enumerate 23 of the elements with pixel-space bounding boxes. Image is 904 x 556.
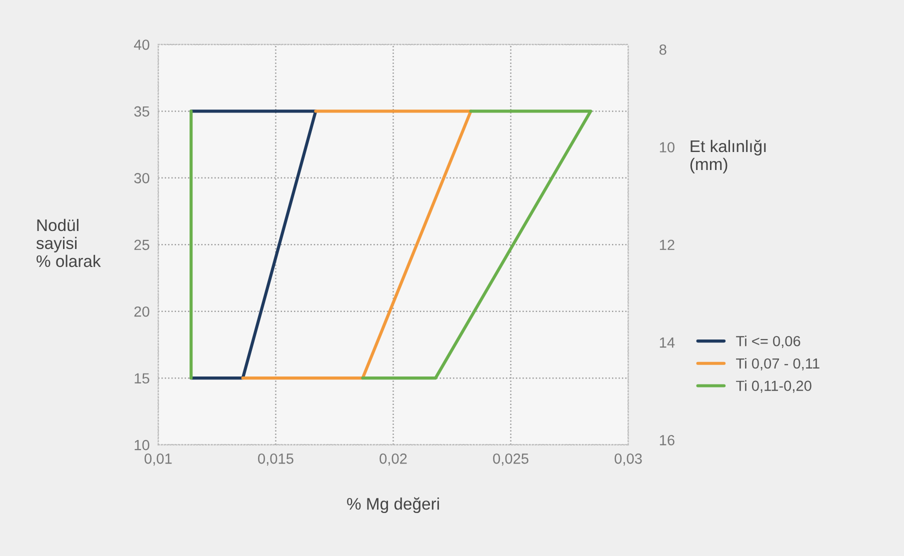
x-axis-title: % Mg değeri bbox=[347, 497, 439, 514]
y2-tick-label: 14 bbox=[660, 338, 675, 348]
y-tick-label: 40 bbox=[134, 40, 150, 50]
legend-label: Ti 0,11-0,20 bbox=[736, 380, 812, 393]
y2-tick-label: 16 bbox=[660, 435, 674, 446]
y-axis-title: Nodül sayisi % olarak bbox=[36, 218, 101, 268]
legend-label: Ti <= 0,06 bbox=[736, 336, 800, 348]
y2-tick-label: 12 bbox=[660, 240, 674, 250]
x-tick-label: 0,02 bbox=[380, 454, 407, 466]
x-tick-label: 0,01 bbox=[144, 454, 172, 466]
y-tick-label: 30 bbox=[134, 173, 150, 184]
y-tick-label: 35 bbox=[134, 106, 150, 117]
x-tick-label: 0,03 bbox=[614, 454, 642, 466]
y-tick-label: 25 bbox=[134, 240, 150, 250]
x-tick-label: 0,025 bbox=[493, 454, 528, 466]
y2-tick-label: 8 bbox=[659, 44, 666, 55]
x-tick-label: 0,015 bbox=[258, 454, 294, 466]
y2-tick-label: 10 bbox=[660, 142, 674, 152]
y-tick-label: 20 bbox=[134, 306, 150, 317]
y2-axis-title: Et kalınlığı (mm) bbox=[690, 140, 766, 174]
y-tick-label: 10 bbox=[134, 440, 150, 450]
legend-label: Ti 0,07 - 0,11 bbox=[736, 358, 820, 370]
y-tick-label: 15 bbox=[134, 373, 150, 384]
